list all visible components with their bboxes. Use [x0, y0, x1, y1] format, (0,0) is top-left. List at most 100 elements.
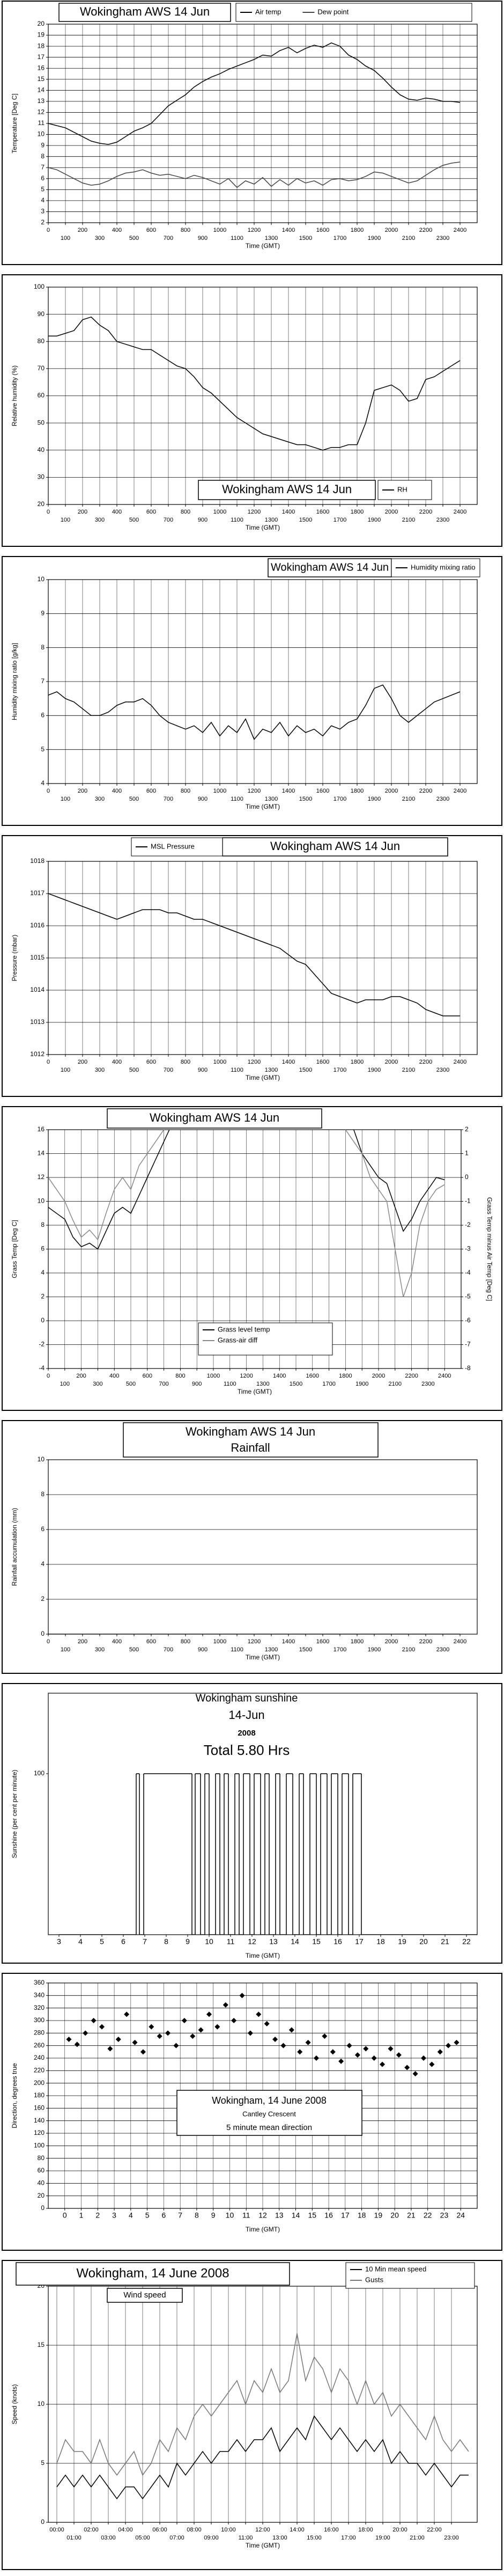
point — [330, 2049, 336, 2055]
x-tick-label: 700 — [164, 1067, 173, 1073]
x-tick-label: 15 — [312, 1937, 321, 1946]
x-tick-label: 2400 — [454, 227, 466, 233]
legend-label: Grass-air diff — [218, 1336, 258, 1344]
x-tick-label: 7 — [178, 2211, 182, 2220]
y-tick-label: 320 — [34, 2004, 45, 2011]
point — [354, 2052, 360, 2058]
x-tick-label: 200 — [78, 1059, 87, 1065]
x-tick-label: 100 — [61, 796, 70, 802]
y-tick-label: 10 — [38, 1197, 45, 1205]
y-tick-label: 12 — [38, 108, 45, 116]
y2-tick-label: 0 — [465, 1173, 469, 1181]
title-box — [107, 2288, 183, 2303]
x-tick-label: 7 — [143, 1937, 147, 1946]
title-text: Wokingham AWS 14 Jun — [222, 482, 352, 496]
x-tick-label: 10 — [205, 1937, 213, 1946]
point — [223, 2002, 228, 2008]
y-tick-label: 20 — [38, 20, 45, 27]
x-tick-label: 1700 — [333, 235, 346, 241]
x-tick-label: 1700 — [322, 1381, 335, 1387]
title-text: Wokingham AWS 14 Jun — [270, 839, 400, 853]
y-tick-label: 10 — [38, 130, 45, 138]
x-tick-label: 800 — [181, 227, 190, 233]
legend-box — [235, 3, 472, 22]
x-tick-label: 8 — [164, 1937, 168, 1946]
point — [91, 2018, 97, 2023]
point — [264, 2021, 270, 2026]
x-axis-label: Time (GMT) — [246, 1952, 280, 1959]
x-tick-label: 2200 — [419, 227, 432, 233]
y2-tick-label: -4 — [465, 1269, 471, 1276]
y-tick-label: 0 — [41, 2204, 45, 2212]
plot-area — [48, 1460, 477, 1634]
y-axis-label: Speed (knots) — [11, 2384, 18, 2425]
x-tick-label: 3 — [57, 1937, 61, 1946]
x-tick-label: 400 — [112, 788, 122, 794]
x-tick-label: 2100 — [402, 1067, 415, 1073]
x-tick-label: 1500 — [299, 235, 312, 241]
x-tick-label: 10:00 — [221, 2527, 236, 2533]
y-tick-label: -2 — [39, 1341, 45, 1348]
y-tick-label: 1014 — [30, 986, 45, 993]
y-tick-label: 60 — [38, 392, 45, 399]
x-tick-label: 2000 — [372, 1373, 385, 1379]
x-tick-label: 1300 — [265, 517, 278, 523]
y2-tick-label: -7 — [465, 1341, 471, 1348]
title-text: Rainfall — [231, 1441, 270, 1454]
y2-tick-label: 1 — [465, 1150, 469, 1157]
x-tick-label: 14 — [291, 1937, 299, 1946]
y-tick-label: 90 — [38, 310, 45, 318]
x-tick-label: 1200 — [248, 788, 261, 794]
x-tick-label: 900 — [198, 796, 207, 802]
x-tick-label: 14:00 — [290, 2527, 305, 2533]
x-tick-label: 0 — [47, 227, 50, 233]
x-tick-label: 700 — [164, 796, 173, 802]
x-tick-label: 17:00 — [341, 2535, 356, 2541]
data-line — [48, 684, 461, 741]
y-axis-label: Grass Temp [Deg C] — [11, 1220, 18, 1278]
y-tick-label: 280 — [34, 2029, 45, 2037]
x-tick-label: 900 — [198, 235, 207, 241]
title-box — [123, 1422, 379, 1458]
point — [388, 2046, 394, 2052]
x-tick-label: 0 — [47, 1373, 50, 1379]
x-tick-label: 1200 — [240, 1373, 253, 1379]
point — [346, 2043, 352, 2048]
y-axis-label: Direction, degrees true — [11, 2063, 18, 2128]
y-tick-label: 160 — [34, 2104, 45, 2112]
y2-tick-label: -1 — [465, 1197, 471, 1205]
x-tick-label: 600 — [146, 509, 156, 515]
x-tick-label: 11:00 — [239, 2535, 253, 2541]
x-tick-label: 900 — [198, 1067, 207, 1073]
point — [421, 2055, 426, 2061]
y-tick-label: 30 — [38, 473, 45, 481]
y2-tick-label: -3 — [465, 1245, 471, 1253]
x-tick-label: 1900 — [368, 517, 381, 523]
x-tick-label: 4 — [78, 1937, 83, 1946]
x-tick-label: 1600 — [316, 509, 329, 515]
plot-frame — [48, 287, 478, 505]
legend-label: Gusts — [365, 2275, 383, 2284]
x-tick-label: 12 — [248, 1937, 256, 1946]
x-tick-label: 400 — [112, 227, 122, 233]
x-axis-label: Time (GMT) — [246, 1074, 280, 1081]
x-tick-label: 4 — [129, 2211, 133, 2220]
y-tick-label: 360 — [34, 1979, 45, 1986]
x-axis-label: Time (GMT) — [246, 524, 280, 531]
x-tick-label: 200 — [78, 1638, 87, 1645]
x-tick-label: 2100 — [402, 796, 415, 802]
title-box — [198, 480, 376, 500]
x-tick-label: 1100 — [224, 1381, 236, 1387]
y-tick-label: 5 — [41, 745, 45, 753]
point — [363, 2046, 369, 2052]
point — [437, 2049, 443, 2055]
legend-label: RH — [397, 485, 407, 493]
x-tick-label: 1000 — [213, 788, 226, 794]
x-tick-label: 700 — [164, 517, 173, 523]
y-tick-label: 5 — [41, 2459, 45, 2467]
point — [429, 2061, 435, 2067]
title-text: Wokingham, 14 June 2008 — [76, 2266, 229, 2280]
point — [314, 2055, 319, 2061]
y-tick-label: 10 — [38, 2400, 45, 2407]
